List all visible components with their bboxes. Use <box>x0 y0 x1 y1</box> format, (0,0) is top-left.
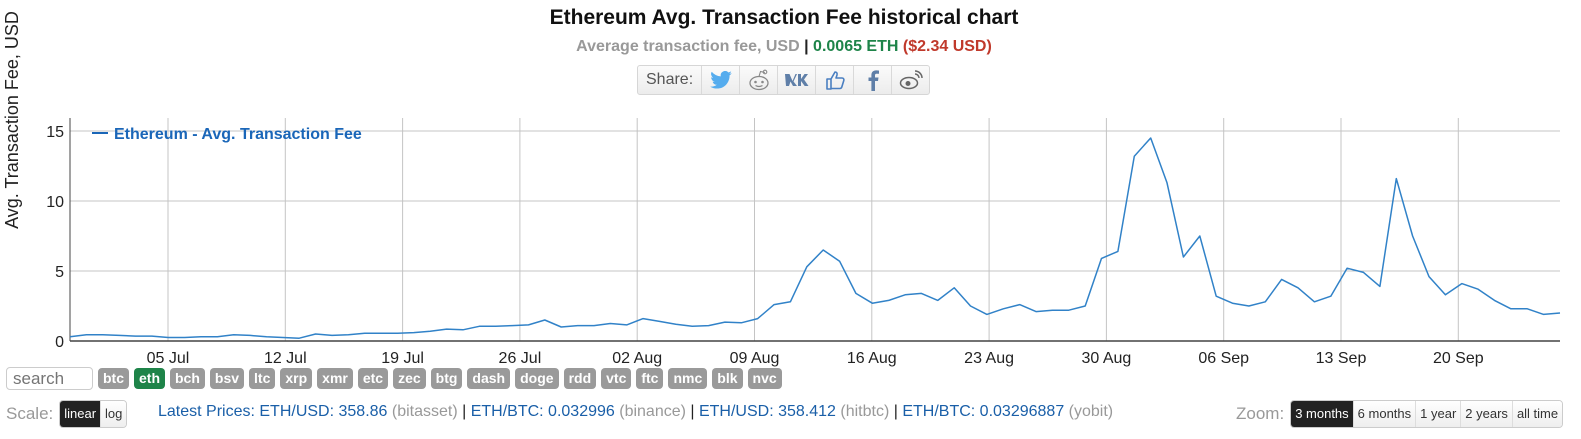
share-label: Share: <box>646 71 694 88</box>
page-title: Ethereum Avg. Transaction Fee historical… <box>549 6 1019 29</box>
price-source: (yobit) <box>1068 403 1114 420</box>
zoom-option-all-time[interactable]: all time <box>1511 401 1563 427</box>
x-tick-label: 19 Jul <box>381 350 424 367</box>
x-tick-label: 23 Aug <box>964 350 1014 367</box>
price-source: (hitbtc) <box>840 403 890 420</box>
subtitle-label: Average transaction fee, USD <box>576 38 800 55</box>
scale-control: Scale: linear log <box>6 400 128 428</box>
x-tick-label: 16 Aug <box>847 350 897 367</box>
reddit-icon <box>748 69 769 91</box>
coin-button-xmr[interactable]: xmr <box>317 368 353 389</box>
coin-button-btg[interactable]: btg <box>430 368 463 389</box>
price-separator: | <box>889 403 903 420</box>
fee-chart[interactable]: 0 5 10 15 05 Jul 12 Jul 19 Jul 26 Jul 02 Aug 09 A… <box>0 110 1581 370</box>
y-tick-label: 15 <box>46 124 64 141</box>
share-facebook-button[interactable] <box>853 66 891 94</box>
share-reddit-button[interactable] <box>739 66 777 94</box>
coin-buttons: btc eth bch bsv ltc xrp xmr etc zec btg dash doge rd… <box>98 368 782 389</box>
x-tick-label: 13 Sep <box>1316 350 1367 367</box>
share-weibo-button[interactable] <box>891 66 929 94</box>
share-bar: Share: <box>637 65 931 95</box>
twitter-icon <box>709 71 732 89</box>
coin-button-nvc[interactable]: nvc <box>747 368 782 389</box>
scale-option-linear[interactable]: linear <box>60 401 101 427</box>
zoom-label: Zoom: <box>1236 404 1285 423</box>
coin-button-vtc[interactable]: vtc <box>601 368 632 389</box>
x-tick-label: 06 Sep <box>1198 350 1249 367</box>
scale-option-log[interactable]: log <box>100 401 127 427</box>
coin-button-doge[interactable]: doge <box>515 368 559 389</box>
coin-button-dash[interactable]: dash <box>467 368 511 389</box>
zoom-toggle: 3 months 6 months 1 year 2 years all time <box>1290 400 1564 428</box>
latest-prices: Latest Prices: ETH/USD: 358.86 (bitasset… <box>158 403 1113 421</box>
price-source: (bitasset) <box>391 403 458 420</box>
share-vk-button[interactable] <box>777 66 815 94</box>
zoom-option-1-year[interactable]: 1 year <box>1415 401 1461 427</box>
coin-button-nmc[interactable]: nmc <box>668 368 708 389</box>
subtitle: Average transaction fee, USD | 0.0065 ET… <box>0 38 1568 56</box>
zoom-option-3-months[interactable]: 3 months <box>1291 401 1353 427</box>
coin-button-zec[interactable]: zec <box>393 368 426 389</box>
x-tick-label: 26 Jul <box>499 350 542 367</box>
coin-selector: btcethbchbsvltcxrpxmretczecbtgdashdogerd… <box>6 367 782 390</box>
zoom-option-6-months[interactable]: 6 months <box>1352 401 1416 427</box>
facebook-icon <box>868 70 879 91</box>
price-pair: ETH/USD: 358.412 <box>698 403 841 420</box>
like-icon <box>825 71 845 90</box>
y-tick-label: 5 <box>55 264 64 281</box>
zoom-control: Zoom: 3 months 6 months 1 year 2 years all t… <box>1236 400 1564 428</box>
fee-usd-value: ($2.34 USD) <box>902 38 992 55</box>
price-separator: | <box>457 403 471 420</box>
fee-line[interactable] <box>69 137 1561 339</box>
y-tick-label: 0 <box>55 334 64 351</box>
share-twitter-button[interactable] <box>701 66 739 94</box>
price-pair: ETH/BTC: 0.032996 <box>470 403 620 420</box>
coin-button-blk[interactable]: blk <box>712 368 743 389</box>
scale-label: Scale: <box>6 404 54 423</box>
y-axis-label: Avg. Transaction Fee, USD <box>2 11 22 229</box>
x-tick-label: 20 Sep <box>1433 350 1484 367</box>
scale-toggle: linear log <box>59 400 128 428</box>
coin-button-bsv[interactable]: bsv <box>209 368 245 389</box>
x-tick-label: 12 Jul <box>264 350 307 367</box>
coin-button-xrp[interactable]: xrp <box>280 368 313 389</box>
price-separator: | <box>685 403 699 420</box>
y-tick-label: 10 <box>46 194 64 211</box>
coin-button-ltc[interactable]: ltc <box>249 368 276 389</box>
price-pair: ETH/USD: 358.86 <box>259 403 392 420</box>
x-tick-label: 05 Jul <box>147 350 190 367</box>
coin-button-ftc[interactable]: ftc <box>636 368 664 389</box>
coin-button-btc[interactable]: btc <box>98 368 129 389</box>
coin-button-etc[interactable]: etc <box>357 368 389 389</box>
coin-button-eth[interactable]: eth <box>134 368 165 389</box>
zoom-option-2-years[interactable]: 2 years <box>1460 401 1512 427</box>
share-like-button[interactable] <box>815 66 853 94</box>
fee-eth-value: 0.0065 ETH <box>813 38 899 55</box>
weibo-icon <box>899 70 923 90</box>
coin-search-input[interactable] <box>6 367 93 390</box>
x-tick-label: 30 Aug <box>1081 350 1131 367</box>
chart-legend[interactable]: Ethereum - Avg. Transaction Fee <box>114 126 362 143</box>
x-tick-label: 02 Aug <box>612 350 662 367</box>
price-pair: ETH/BTC: 0.03296887 <box>902 403 1069 420</box>
subtitle-separator: | <box>804 38 809 55</box>
chart-canvas: 0 5 10 15 05 Jul 12 Jul 19 Jul 26 Jul 02 Aug 09 A… <box>46 118 1561 367</box>
coin-button-rdd[interactable]: rdd <box>563 368 597 389</box>
price-source: (binance) <box>619 403 686 420</box>
coin-button-bch[interactable]: bch <box>170 368 205 389</box>
latest-prices-label: Latest Prices: <box>158 403 260 420</box>
footer-bar: Scale: linear log Latest Prices: ETH/USD:… <box>0 400 1581 430</box>
x-tick-label: 09 Aug <box>730 350 780 367</box>
vk-icon <box>784 74 809 86</box>
